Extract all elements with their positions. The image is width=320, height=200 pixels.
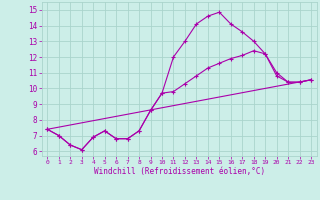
X-axis label: Windchill (Refroidissement éolien,°C): Windchill (Refroidissement éolien,°C) bbox=[94, 167, 265, 176]
